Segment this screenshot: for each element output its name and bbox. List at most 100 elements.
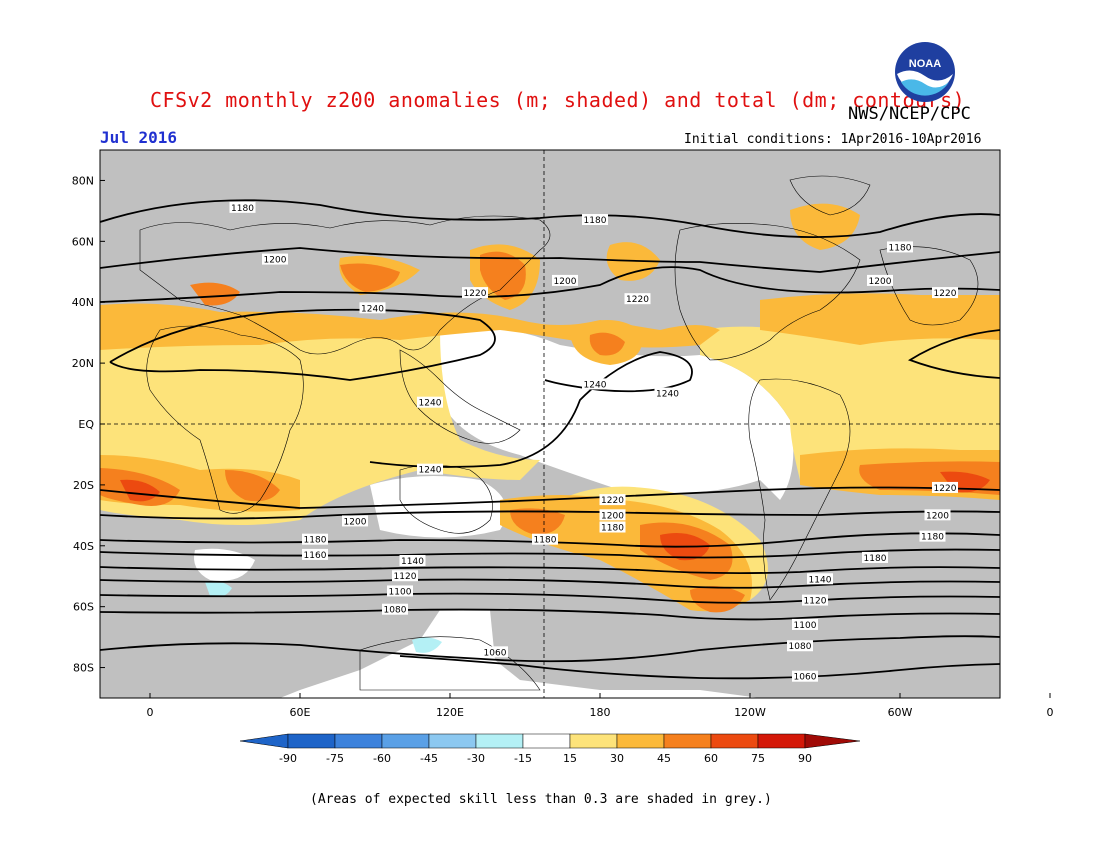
- skill-footnote: (Areas of expected skill less than 0.3 a…: [310, 792, 772, 807]
- lon-label: 60E: [290, 706, 311, 719]
- contour-label: 1200: [342, 515, 368, 527]
- contour-label: 1180: [862, 551, 888, 564]
- svg-text:1180: 1180: [534, 536, 557, 546]
- contour-label: 1160: [302, 548, 328, 561]
- contour-label: 1180: [919, 530, 946, 543]
- contour-label: 1240: [654, 387, 681, 400]
- svg-text:1200: 1200: [344, 517, 367, 527]
- lat-label: 20S: [73, 479, 94, 492]
- svg-text:1220: 1220: [934, 289, 957, 299]
- svg-text:1180: 1180: [231, 204, 254, 214]
- contour-label: 1180: [532, 533, 558, 546]
- colorbar-segment: [710, 733, 759, 749]
- svg-text:1080: 1080: [789, 642, 812, 652]
- lon-label: 120E: [436, 706, 464, 719]
- contour-label: 1220: [932, 481, 958, 494]
- svg-text:1240: 1240: [419, 466, 442, 476]
- colorbar-tick-label: 75: [751, 752, 765, 765]
- svg-text:1180: 1180: [864, 554, 887, 564]
- svg-text:1160: 1160: [304, 551, 327, 561]
- latitude-labels: 80N 60N 40N 20N EQ 20S 40S 60S 80S: [72, 174, 105, 675]
- contour-label: 1240: [582, 378, 608, 390]
- colorbar-tick-label: 45: [657, 752, 671, 765]
- contour-label: 1200: [262, 253, 288, 266]
- svg-text:1180: 1180: [584, 216, 607, 226]
- contour-label: 1180: [887, 241, 913, 253]
- svg-text:1060: 1060: [484, 648, 507, 658]
- contour-label: 1060: [792, 670, 818, 683]
- contour-label: 1140: [807, 573, 833, 585]
- svg-text:1220: 1220: [934, 484, 957, 494]
- lon-label: 180: [590, 706, 611, 719]
- anomaly-neg-15-30: [205, 580, 442, 653]
- colorbar: -90 -75 -60 -45 -30 -15 15 30 45 60 75 90: [239, 733, 861, 765]
- lat-label: 60S: [73, 601, 94, 614]
- contour-label: 1180: [599, 521, 626, 534]
- contour-label: 1080: [382, 603, 408, 616]
- colorbar-segment: [381, 733, 430, 749]
- contour-label: 1180: [302, 533, 328, 546]
- colorbar-tick-label: -60: [373, 752, 391, 765]
- lat-label: EQ: [78, 418, 94, 431]
- longitude-labels: 0 60E 120E 180 120W 60W 0: [147, 693, 1054, 719]
- contour-label: 1100: [792, 618, 818, 631]
- contour-label: 1180: [229, 201, 256, 214]
- svg-text:1240: 1240: [656, 390, 679, 400]
- colorbar-min-arrow: [239, 733, 289, 749]
- colorbar-tick-label: 30: [610, 752, 624, 765]
- colorbar-tick-label: -75: [326, 752, 344, 765]
- svg-text:1200: 1200: [869, 277, 892, 287]
- lat-label: 80S: [73, 662, 94, 675]
- colorbar-segment: [522, 733, 571, 749]
- noaa-logo-text: NOAA: [909, 58, 941, 70]
- svg-text:1060: 1060: [794, 673, 817, 683]
- agency-label: NWS/NCEP/CPC: [848, 104, 971, 124]
- contour-label: 1060: [482, 646, 508, 658]
- colorbar-segment: [475, 733, 524, 749]
- initial-conditions-label: Initial conditions: 1Apr2016-10Apr2016: [684, 132, 982, 147]
- lat-label: 20N: [72, 357, 94, 370]
- valid-month-label: Jul 2016: [100, 128, 178, 147]
- noaa-logo: NOAA: [895, 42, 955, 102]
- contour-labels: 1180 1180 1180 1200 1200 1200 1220 1220 1220 1240…: [229, 201, 958, 683]
- svg-text:1240: 1240: [419, 399, 442, 409]
- contour-label: 1220: [462, 287, 488, 299]
- svg-text:1180: 1180: [889, 243, 912, 253]
- contour-label: 1240: [359, 302, 386, 314]
- contour-label: 1080: [787, 640, 813, 652]
- colorbar-tick-label: 15: [563, 752, 577, 765]
- svg-text:1240: 1240: [361, 304, 384, 314]
- colorbar-segment: [334, 733, 383, 749]
- lat-label: 60N: [72, 235, 94, 248]
- svg-text:1100: 1100: [794, 621, 817, 631]
- svg-text:1140: 1140: [809, 575, 832, 585]
- contour-label: 1140: [399, 555, 426, 567]
- svg-text:1120: 1120: [804, 597, 827, 607]
- svg-text:1220: 1220: [601, 496, 624, 506]
- contour-label: 1240: [417, 396, 443, 409]
- lon-label: 60W: [888, 706, 913, 719]
- lat-label: 40S: [73, 540, 94, 553]
- svg-text:1200: 1200: [264, 256, 287, 266]
- lon-label: 0: [147, 706, 154, 719]
- colorbar-tick-label: -30: [467, 752, 485, 765]
- map-panel: 1180 1180 1180 1200 1200 1200 1220 1220 1220 1240…: [100, 150, 1000, 698]
- colorbar-tick-label: -15: [514, 752, 532, 765]
- svg-text:1180: 1180: [601, 524, 624, 534]
- contour-label: 1120: [392, 570, 418, 582]
- height-contours: [100, 199, 1000, 680]
- colorbar-max-arrow: [804, 733, 861, 749]
- contour-label: 1240: [417, 463, 443, 476]
- svg-text:1200: 1200: [926, 511, 949, 521]
- colorbar-tick-label: -45: [420, 752, 438, 765]
- svg-text:1080: 1080: [384, 606, 407, 616]
- colorbar-segment: [287, 733, 336, 749]
- lon-label: 0: [1047, 706, 1054, 719]
- chart-title: CFSv2 monthly z200 anomalies (m; shaded)…: [150, 88, 966, 112]
- map-reference-lines: [100, 150, 1000, 698]
- svg-text:1200: 1200: [601, 511, 624, 521]
- svg-text:1100: 1100: [389, 587, 412, 597]
- colorbar-segment: [569, 733, 618, 749]
- contour-label: 1200: [867, 274, 893, 287]
